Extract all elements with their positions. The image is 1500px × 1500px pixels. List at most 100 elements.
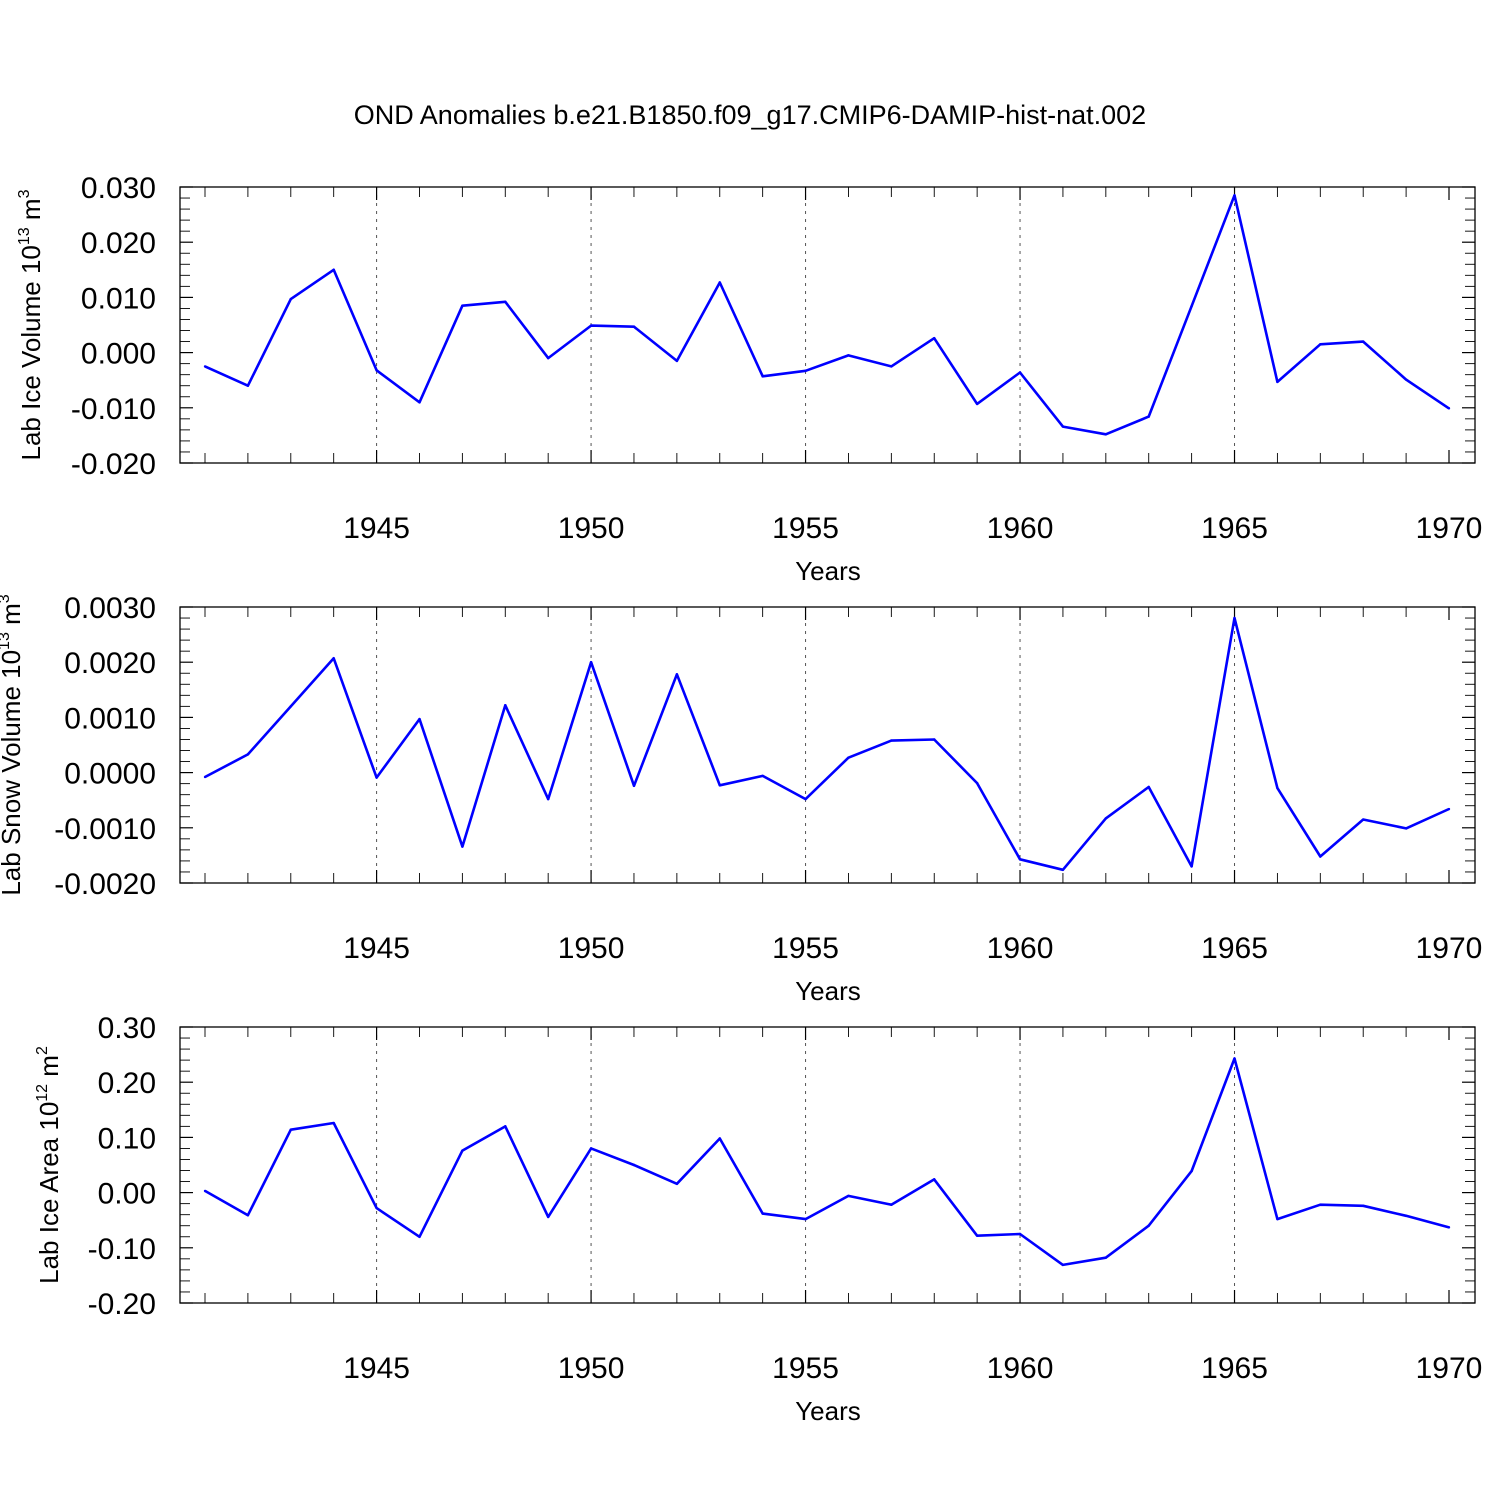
data-point xyxy=(890,365,893,368)
x-tick-label: 1970 xyxy=(1416,1352,1483,1385)
y-tick-label: 0.30 xyxy=(98,1012,156,1045)
y-tick-label: -0.010 xyxy=(71,393,156,426)
data-point xyxy=(975,781,979,785)
y-tick-label: 0.020 xyxy=(81,227,156,260)
data-point xyxy=(975,402,979,406)
x-tick-label: 1945 xyxy=(343,1352,410,1385)
data-point xyxy=(1061,425,1065,428)
x-tick-label: 1970 xyxy=(1416,512,1483,545)
data-point xyxy=(1147,1224,1150,1227)
data-point xyxy=(1319,343,1322,346)
data-point xyxy=(847,756,850,759)
y-tick-label: 0.000 xyxy=(81,338,156,371)
data-point xyxy=(1447,1226,1451,1229)
data-point xyxy=(761,1212,764,1215)
x-tick-label: 1955 xyxy=(772,1352,839,1385)
data-point xyxy=(1447,407,1451,410)
y-tick-label: 0.00 xyxy=(98,1178,156,1211)
y-tick-label: -0.020 xyxy=(71,448,156,481)
y-tick-label: 0.010 xyxy=(81,282,156,315)
data-point xyxy=(332,1121,335,1125)
y-tick-label: 0.0010 xyxy=(64,702,156,735)
x-tick-label: 1945 xyxy=(343,512,410,545)
data-point xyxy=(847,354,850,357)
data-point xyxy=(1404,1214,1408,1217)
plot-frame xyxy=(179,1026,1476,1304)
data-point xyxy=(1104,433,1108,436)
data-point xyxy=(504,1125,507,1128)
y-tick-label: 0.0020 xyxy=(64,647,156,680)
data-point xyxy=(1362,1204,1365,1208)
x-tick-label: 1955 xyxy=(772,932,839,965)
data-point xyxy=(1018,858,1022,861)
plot-frame xyxy=(179,606,1476,884)
y-axis-title: Lab Snow Volume 1013 m3 xyxy=(0,594,26,895)
data-point xyxy=(1104,1256,1108,1259)
y-tick-label: -0.10 xyxy=(88,1233,156,1266)
data-point xyxy=(589,324,593,327)
data-point xyxy=(418,1235,421,1238)
data-point xyxy=(203,1189,207,1193)
data-point xyxy=(1061,1263,1065,1267)
data-point xyxy=(804,369,807,373)
data-point xyxy=(1233,194,1236,197)
data-point xyxy=(203,775,207,779)
data-point xyxy=(975,1234,979,1237)
y-tick-label: 0.030 xyxy=(81,172,156,205)
chart-title: OND Anomalies b.e21.B1850.f09_g17.CMIP6-… xyxy=(354,100,1146,130)
data-point xyxy=(289,1128,292,1131)
x-tick-label: 1965 xyxy=(1201,932,1268,965)
data-point xyxy=(418,717,421,721)
data-point xyxy=(1404,378,1408,381)
data-point xyxy=(761,375,764,378)
data-point xyxy=(718,784,721,787)
data-point xyxy=(1190,865,1193,868)
data-point xyxy=(546,356,550,360)
data-point xyxy=(461,1149,464,1152)
data-point xyxy=(418,401,421,404)
data-point xyxy=(1018,371,1022,374)
data-point xyxy=(804,1217,807,1221)
x-axis-title: Years xyxy=(795,976,861,1006)
data-point xyxy=(504,704,507,707)
data-point xyxy=(675,673,679,676)
y-tick-label: 0.0000 xyxy=(64,758,156,791)
data-point xyxy=(504,300,507,304)
x-tick-label: 1945 xyxy=(343,932,410,965)
data-point xyxy=(1190,1169,1193,1173)
data-point xyxy=(1018,1232,1022,1236)
data-point xyxy=(933,738,936,741)
data-point xyxy=(332,268,335,271)
data-point xyxy=(546,797,550,801)
x-tick-label: 1965 xyxy=(1201,1352,1268,1385)
x-tick-label: 1970 xyxy=(1416,932,1483,965)
series-line xyxy=(204,1057,1450,1267)
x-tick-label: 1955 xyxy=(772,512,839,545)
data-point xyxy=(246,753,250,756)
data-point xyxy=(375,776,378,779)
y-tick-label: 0.20 xyxy=(98,1067,156,1100)
data-point xyxy=(546,1215,550,1219)
data-point xyxy=(890,1203,893,1206)
data-point xyxy=(1061,868,1065,871)
data-point xyxy=(1147,415,1150,418)
data-point xyxy=(675,359,679,363)
chart-panel-2: 1945 1950 1955 1960 1965 1970 Years 0.0030 0.002… xyxy=(0,592,1482,1006)
data-point xyxy=(1147,785,1150,789)
x-tick-label: 1950 xyxy=(558,1352,625,1385)
y-tick-label: -0.0010 xyxy=(54,813,156,846)
x-tick-label: 1960 xyxy=(987,512,1054,545)
data-point xyxy=(589,661,593,664)
data-point xyxy=(1276,380,1279,384)
data-point xyxy=(804,797,807,801)
data-point xyxy=(933,337,936,340)
chart-panel-3: 1945 1950 1955 1960 1965 1970 Years 0.30 0.20 0.1… xyxy=(34,1012,1482,1426)
data-point xyxy=(1276,786,1279,790)
series-line xyxy=(204,616,1450,872)
data-point xyxy=(1233,616,1236,620)
data-point xyxy=(375,369,378,372)
data-point xyxy=(718,281,721,284)
data-point xyxy=(1447,807,1451,811)
y-tick-label: 0.10 xyxy=(98,1122,156,1155)
x-tick-label: 1960 xyxy=(987,932,1054,965)
